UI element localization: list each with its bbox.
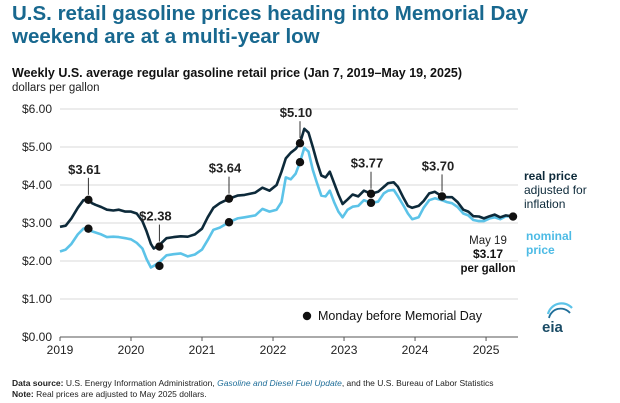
chart-title: Weekly U.S. average regular gasoline ret… [12, 66, 463, 80]
memorial-day-marker-nominal [155, 261, 164, 271]
price-annotation: $5.10 [280, 105, 313, 120]
eia-logo: eia [542, 319, 564, 336]
y-tick-label: $4.00 [22, 178, 52, 192]
note-label: Note: [12, 389, 34, 399]
source-text-b: , and the U.S. Bureau of Labor Statistic… [341, 378, 494, 388]
memorial-day-marker-real [224, 194, 234, 203]
y-axis-label: dollars per gallon [12, 82, 100, 94]
source-note: Data source: U.S. Energy Information Adm… [12, 378, 494, 400]
legend-real-label: adjusted for [524, 183, 587, 197]
source-link[interactable]: Gasoline and Diesel Fuel Update [217, 378, 342, 388]
note-text: Real prices are adjusted to May 2025 dol… [36, 389, 207, 399]
price-annotation: $3.61 [68, 162, 101, 177]
y-tick-label: $5.00 [22, 140, 52, 154]
y-tick-label: $3.00 [22, 216, 52, 230]
memorial-day-marker-nominal [295, 158, 305, 167]
memorial-day-marker-real [84, 195, 93, 205]
memorial-day-marker-real [437, 192, 447, 201]
x-tick-label: 2023 [331, 343, 358, 357]
source-text-a: U.S. Energy Information Administration, [65, 378, 215, 388]
price-annotation: $3.77 [351, 156, 384, 171]
y-tick-label: $0.00 [22, 330, 52, 344]
price-annotation: $3.70 [422, 158, 455, 173]
y-tick-label: $2.00 [22, 254, 52, 268]
legend-real-label: real price [524, 169, 578, 183]
source-label: Data source: [12, 378, 64, 388]
price-annotation: $3.64 [209, 161, 242, 176]
x-tick-label: 2022 [260, 343, 287, 357]
marker-legend-label: Monday before Memorial Day [318, 309, 483, 323]
x-tick-label: 2021 [189, 343, 216, 357]
price-annotation: $2.38 [139, 209, 172, 224]
memorial-day-marker-nominal [224, 218, 234, 227]
y-tick-label: $1.00 [22, 292, 52, 306]
nominal-price-line [59, 146, 514, 269]
legend-nominal-label: price [526, 243, 555, 257]
eia-logo-arc [546, 302, 573, 315]
eia-logo-arc [548, 307, 571, 319]
y-tick-label: $6.00 [22, 102, 52, 116]
legend-real-label: inflation [524, 197, 565, 211]
endnote-date: May 19 [469, 235, 507, 247]
memorial-day-marker-real [295, 139, 305, 148]
real-price-line [59, 127, 514, 250]
x-tick-label: 2024 [402, 343, 429, 357]
memorial-day-marker-nominal [84, 224, 93, 233]
marker-legend-dot [302, 311, 312, 321]
memorial-day-marker-real [366, 189, 376, 198]
x-tick-label: 2025 [473, 343, 500, 357]
headline: U.S. retail gasoline prices heading into… [12, 2, 529, 48]
endnote-value: $3.17 [473, 247, 503, 261]
legend-nominal-label: nominal [526, 229, 572, 243]
x-tick-label: 2019 [47, 343, 74, 357]
memorial-day-marker-real [508, 212, 518, 221]
memorial-day-marker-nominal [366, 198, 376, 208]
memorial-day-marker-real [155, 242, 164, 251]
endnote-unit: per gallon [461, 263, 516, 275]
x-tick-label: 2020 [118, 343, 145, 357]
